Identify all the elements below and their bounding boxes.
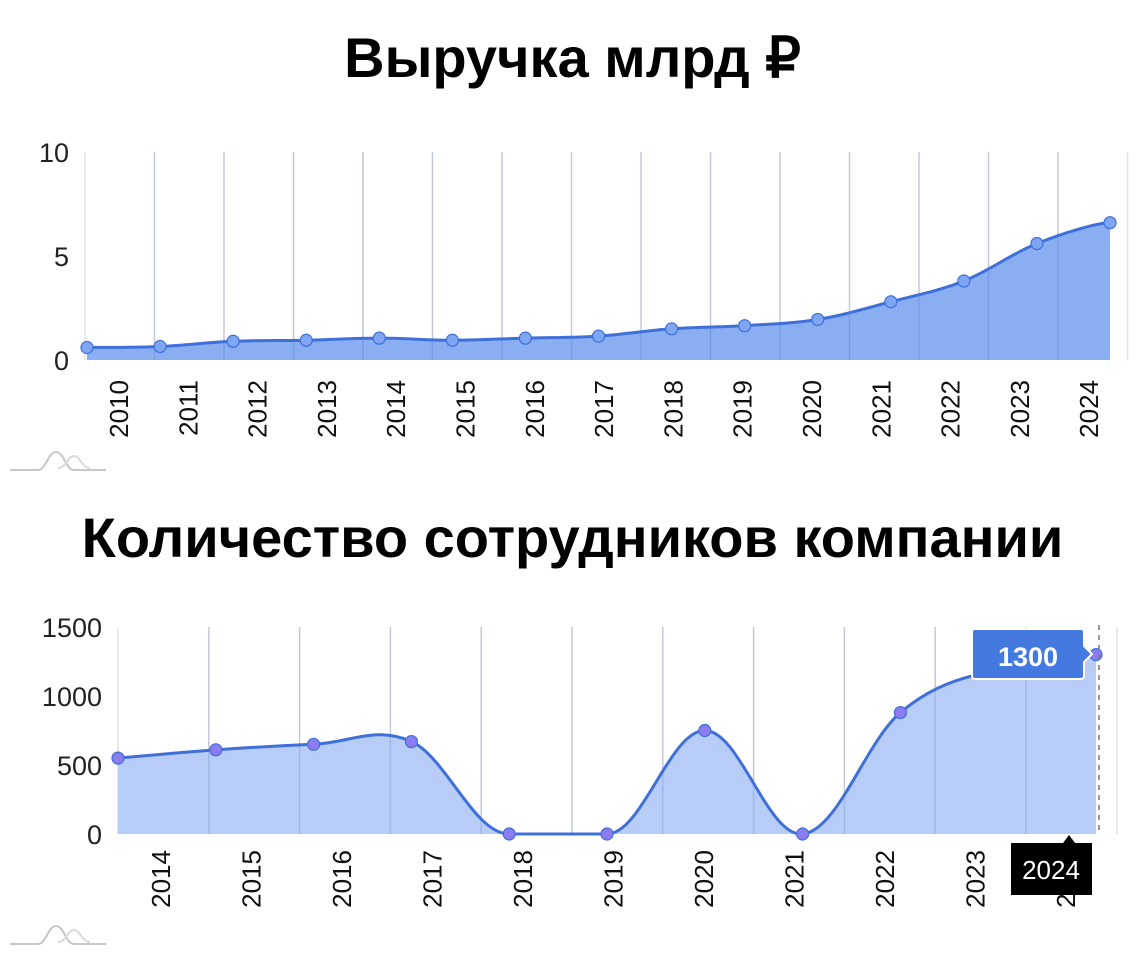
y-tick-label: 5 [54, 242, 69, 272]
x-tick-label: 2014 [146, 850, 176, 908]
x-tick-label: 2018 [508, 850, 538, 908]
data-point[interactable] [600, 827, 614, 841]
x-tick-label: 2013 [312, 380, 342, 438]
data-point[interactable] [893, 705, 908, 720]
data-point[interactable] [664, 322, 679, 336]
data-point[interactable] [591, 329, 606, 343]
data-point[interactable] [111, 751, 125, 765]
x-tick-label: 2022 [936, 380, 966, 438]
y-tick-label: 0 [87, 820, 102, 850]
data-point[interactable] [299, 333, 313, 347]
y-tick-label: 500 [57, 751, 102, 781]
data-point[interactable] [502, 827, 516, 841]
value-tooltip: 1300 [971, 628, 1094, 680]
data-point[interactable] [518, 331, 533, 345]
x-tick-label: 2017 [418, 850, 448, 908]
data-point[interactable] [209, 743, 223, 757]
x-tick-label: 2014 [381, 380, 411, 438]
chart-logo-icon [10, 924, 106, 945]
x-tick-label: 2016 [327, 850, 357, 908]
x-tick-label: 2020 [689, 850, 719, 908]
x-tick-label: 2021 [780, 850, 810, 908]
x-tick-label: 2019 [599, 850, 629, 908]
tooltip-value: 1300 [998, 642, 1058, 672]
area-fill [87, 222, 1110, 360]
x-tick-label: 2023 [961, 850, 991, 908]
x-tick-label: 2024 [1074, 380, 1104, 438]
area-fill [118, 654, 1096, 835]
data-point[interactable] [226, 334, 240, 348]
data-point[interactable] [80, 340, 94, 355]
data-point[interactable] [445, 333, 459, 347]
x-tick-label: 2017 [589, 380, 619, 438]
tooltip-category: 2024 [1022, 855, 1080, 885]
x-tick-label: 2012 [243, 380, 273, 438]
x-tick-label: 2018 [658, 380, 688, 438]
employees-chart[interactable]: 0 500 1000 1500 2014 2015 2016 2017 2018 2019 2020… [0, 600, 1145, 940]
x-tick-label: 2015 [237, 850, 267, 908]
x-tick-label: 2022 [870, 850, 900, 908]
data-point[interactable] [698, 723, 712, 738]
data-point[interactable] [738, 319, 752, 333]
x-tick-label: 2015 [451, 380, 481, 438]
x-tick-label: 2016 [520, 380, 550, 438]
x-tick-label: 2010 [104, 380, 134, 438]
chart-logo-icon [10, 450, 106, 471]
y-tick-label: 1000 [42, 682, 102, 712]
data-point[interactable] [404, 734, 418, 749]
x-tick-label: 2011 [173, 380, 203, 436]
x-tick-label: 2023 [1005, 380, 1035, 438]
y-tick-label: 10 [39, 138, 69, 168]
y-tick-label: 0 [54, 346, 69, 376]
data-point[interactable] [811, 312, 825, 327]
data-point[interactable] [1030, 236, 1044, 251]
x-tick-label: 2019 [728, 380, 758, 438]
x-tick-label: 2020 [797, 380, 827, 438]
x-tick-label: 2021 [866, 380, 896, 438]
data-point[interactable] [1103, 216, 1117, 230]
revenue-chart[interactable]: 0 5 10 2010 2011 2012 2013 2014 2015 2016 2017 2018… [0, 130, 1145, 570]
data-point[interactable] [372, 331, 386, 345]
data-point[interactable] [153, 339, 167, 354]
data-point[interactable] [957, 274, 971, 288]
y-tick-label: 1500 [42, 613, 102, 643]
category-tooltip: 2024 [1011, 835, 1092, 895]
data-point[interactable] [307, 737, 321, 751]
data-point[interactable] [795, 827, 810, 841]
data-point[interactable] [884, 295, 898, 309]
revenue-chart-title: Выручка млрд ₽ [344, 26, 801, 89]
employees-chart-title: Количество сотрудников компании [81, 506, 1064, 569]
